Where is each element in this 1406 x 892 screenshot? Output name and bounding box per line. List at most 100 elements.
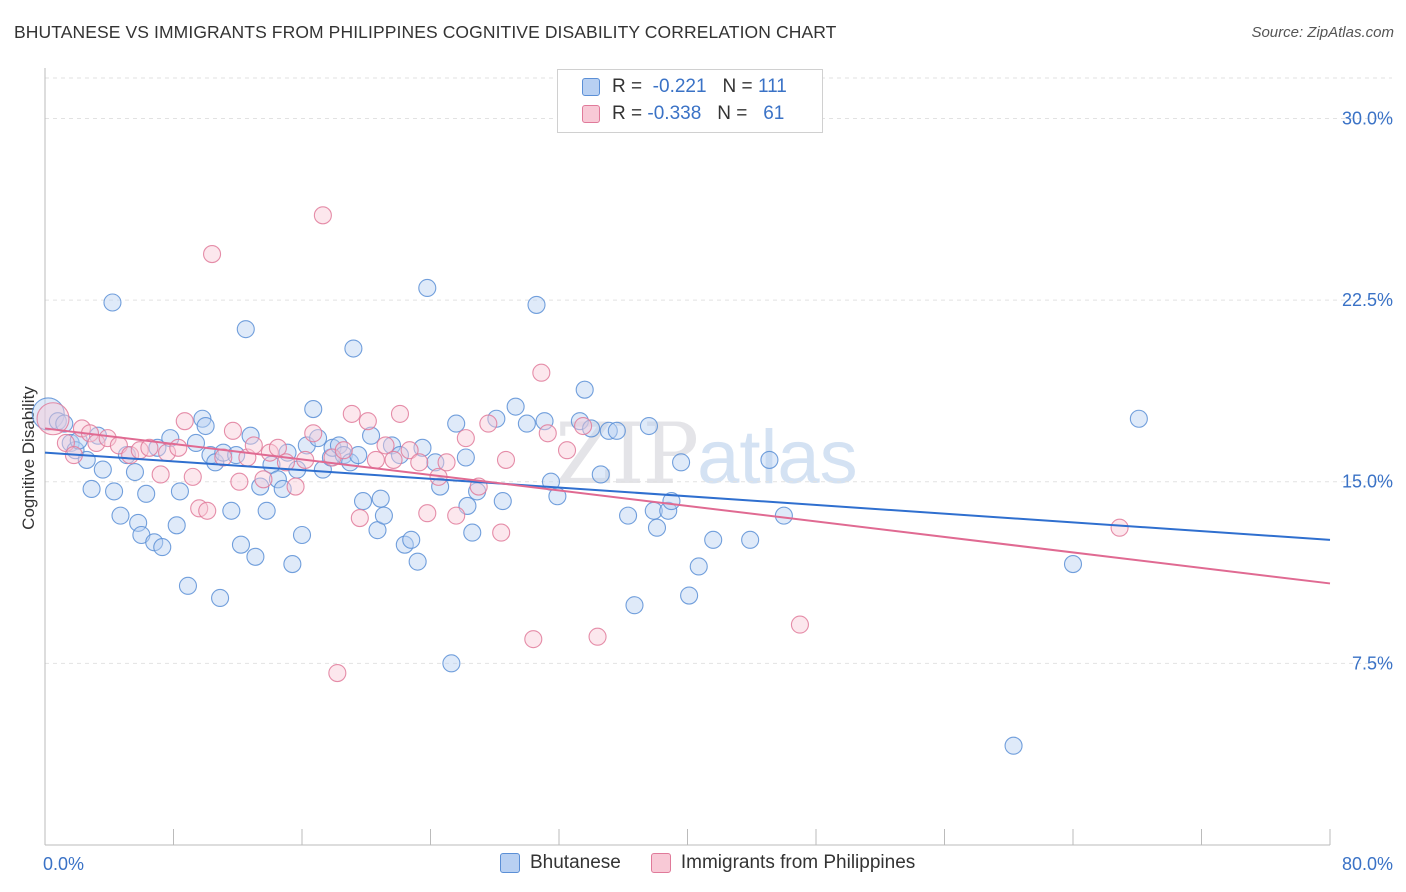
legend-r-value: -0.221 xyxy=(652,76,707,97)
data-point xyxy=(140,438,159,457)
y-tick-label: 30.0% xyxy=(1342,108,1393,128)
data-point xyxy=(639,416,659,436)
legend-item-bhutanese[interactable]: Bhutanese xyxy=(500,852,621,874)
data-point xyxy=(463,523,482,542)
data-point xyxy=(236,320,255,339)
y-tick-label: 7.5% xyxy=(1352,653,1393,673)
y-axis-label: Cognitive Disability xyxy=(19,386,38,530)
y-tick-label: 15.0% xyxy=(1342,472,1393,492)
data-point xyxy=(400,441,419,460)
data-point xyxy=(241,426,260,445)
data-point xyxy=(456,429,475,448)
data-point xyxy=(527,295,546,314)
data-point xyxy=(647,518,667,537)
correlation-legend: R = -0.221 N = 111 R = -0.338 N = 61 xyxy=(557,69,823,133)
data-point xyxy=(170,482,189,501)
legend-row-bhutanese: R = -0.221 N = 111 xyxy=(582,75,787,99)
data-point xyxy=(268,470,287,489)
legend-item-philippines[interactable]: Immigrants from Philippines xyxy=(650,852,916,874)
data-point xyxy=(689,557,708,576)
series-bhutanese xyxy=(31,278,1148,755)
data-point xyxy=(313,206,332,225)
data-point xyxy=(334,441,353,460)
data-point xyxy=(741,530,760,549)
data-point xyxy=(418,278,437,298)
data-point xyxy=(680,586,699,605)
data-point xyxy=(384,450,403,469)
data-point xyxy=(366,450,385,469)
data-point xyxy=(125,462,144,482)
data-point xyxy=(607,421,626,440)
data-point xyxy=(456,448,475,467)
legend-n-value: 61 xyxy=(763,103,785,124)
data-point xyxy=(479,414,498,433)
data-point xyxy=(517,414,536,433)
data-point xyxy=(246,547,265,566)
data-point xyxy=(286,477,305,496)
data-point xyxy=(574,416,593,436)
data-point xyxy=(137,484,156,503)
data-point xyxy=(178,576,198,595)
data-point xyxy=(442,654,461,673)
data-point xyxy=(557,441,577,460)
legend-label-philippines: Immigrants from Philippines xyxy=(680,852,916,873)
data-point xyxy=(358,412,377,431)
data-point xyxy=(591,465,610,484)
data-point xyxy=(447,414,466,433)
source-label: Source: ZipAtlas.com xyxy=(1251,24,1394,41)
data-point xyxy=(532,363,551,382)
data-point xyxy=(672,453,691,472)
data-point xyxy=(151,465,170,484)
data-point xyxy=(304,424,323,443)
data-point xyxy=(304,400,323,419)
data-point xyxy=(203,245,222,264)
legend-swatch-bhutanese xyxy=(500,853,520,873)
data-point xyxy=(625,596,644,615)
chart-title: BHUTANESE VS IMMIGRANTS FROM PHILIPPINES… xyxy=(14,22,837,42)
data-point xyxy=(342,404,361,423)
trend-line-philippines xyxy=(44,427,1331,585)
legend-n-label: N = xyxy=(722,76,753,97)
data-point xyxy=(328,663,347,683)
data-point xyxy=(790,615,809,634)
data-point xyxy=(223,421,242,440)
data-point xyxy=(105,482,124,501)
data-point xyxy=(418,504,437,523)
data-point xyxy=(447,506,466,525)
data-point xyxy=(350,508,369,528)
data-point xyxy=(408,552,427,571)
data-point xyxy=(760,450,779,469)
legend-r-label: R = xyxy=(612,103,643,124)
data-point xyxy=(1004,736,1023,755)
data-point xyxy=(169,438,188,457)
data-point xyxy=(98,429,117,448)
data-point xyxy=(353,492,373,511)
data-point xyxy=(292,525,312,545)
data-point xyxy=(410,453,429,472)
data-point xyxy=(390,404,410,423)
data-point xyxy=(704,530,723,549)
data-point xyxy=(36,402,70,436)
data-point xyxy=(376,436,395,455)
data-point xyxy=(570,412,589,431)
data-point xyxy=(524,630,543,649)
data-point xyxy=(1110,518,1129,537)
data-point xyxy=(111,506,130,525)
data-point xyxy=(402,530,421,549)
data-point xyxy=(186,433,206,453)
data-point xyxy=(129,513,148,532)
data-point xyxy=(1129,409,1148,428)
data-point xyxy=(175,412,194,431)
data-point xyxy=(244,436,263,455)
data-point xyxy=(619,506,638,525)
legend-swatch-bhutanese xyxy=(582,78,600,96)
data-point xyxy=(362,426,381,445)
legend-r-value: -0.338 xyxy=(647,103,702,124)
data-point xyxy=(374,506,393,525)
data-point xyxy=(371,489,390,508)
legend-swatch-philippines xyxy=(650,853,671,873)
data-point xyxy=(437,453,456,472)
data-point xyxy=(153,538,172,557)
data-point xyxy=(183,467,202,486)
